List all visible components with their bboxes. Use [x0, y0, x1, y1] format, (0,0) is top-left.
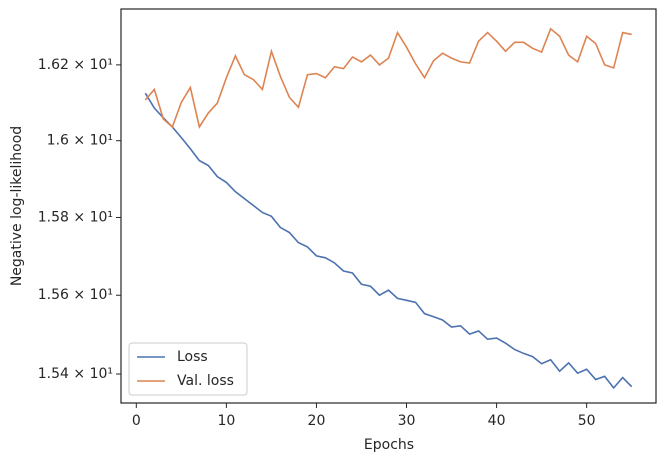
legend-box [128, 342, 248, 396]
y-tick-label: 1.54 × 10¹ [38, 366, 113, 382]
legend-label: Loss [177, 349, 208, 365]
y-tick-label: 1.58 × 10¹ [38, 209, 113, 225]
y-axis-label: Negative log-likelihood [9, 126, 25, 286]
y-tick-label: 1.56 × 10¹ [38, 287, 113, 303]
x-tick-label: 50 [578, 413, 596, 429]
x-tick-label: 0 [132, 413, 141, 429]
x-tick-label: 30 [398, 413, 416, 429]
series-line [144, 92, 633, 390]
legend-label: Val. loss [177, 373, 234, 389]
x-axis-label: Epochs [364, 437, 414, 453]
y-tick-label: 1.6 × 10¹ [47, 133, 113, 149]
x-tick-label: 10 [217, 413, 235, 429]
x-tick-label: 40 [488, 413, 506, 429]
series-line [144, 27, 632, 130]
plot-frame [120, 8, 657, 404]
y-tick-label: 1.62 × 10¹ [38, 57, 113, 73]
x-tick-label: 20 [308, 413, 326, 429]
